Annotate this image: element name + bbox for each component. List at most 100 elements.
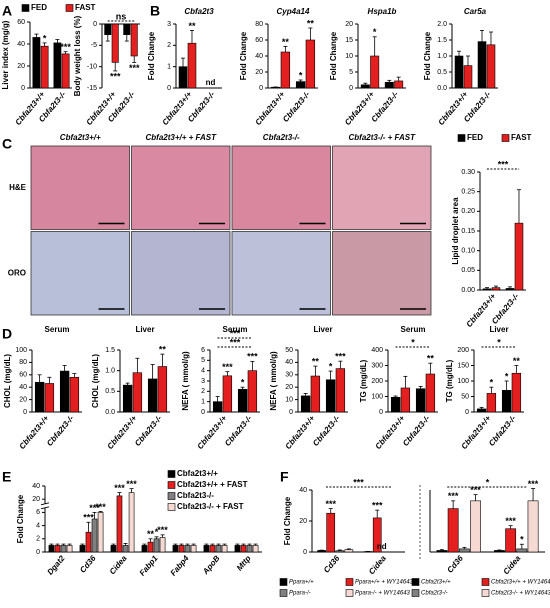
bar (97, 512, 104, 553)
bar (159, 537, 166, 553)
bar (514, 222, 524, 291)
y-tick-label: 0.5 (105, 388, 115, 395)
y-axis-label: CHOL (mg/dL) (3, 354, 12, 408)
y-tick-label: 20 (19, 396, 27, 403)
bar (482, 288, 492, 291)
bar (344, 549, 354, 553)
y-tick-label: 60 (17, 19, 25, 26)
legend-label: Cbfa2t3-/- + FAST (177, 502, 244, 511)
value-label: *** (335, 352, 346, 362)
bar (476, 408, 487, 413)
micrograph (332, 231, 432, 316)
bar (505, 528, 517, 553)
row-label: ORO (8, 268, 26, 277)
y-tick-label: 0.00 (461, 287, 475, 294)
bar (415, 388, 426, 413)
bar (141, 545, 148, 553)
y-tick-label: 2 (36, 536, 40, 543)
panel-label: A (2, 3, 12, 19)
x-tick-label: Cbfa2t3+/+ (195, 414, 228, 451)
y-tick-label: 1.5 (105, 347, 115, 354)
axis-break (41, 503, 49, 508)
x-tick-label: Cbfa2t3+/+ (17, 414, 50, 451)
bar (44, 383, 55, 413)
value-label: *** (114, 483, 125, 493)
bar (123, 23, 131, 35)
y-axis-label: CHOL (mg/dL) (91, 354, 100, 408)
bar (157, 366, 168, 413)
value-label: *** (129, 63, 140, 73)
x-tick-label: Cbfa2t3+/+ (283, 414, 316, 451)
comparison-label: ns (116, 11, 127, 21)
bar (54, 545, 61, 553)
y-tick-label: 0 (167, 85, 171, 92)
bar (252, 545, 259, 553)
bar (59, 370, 70, 413)
legend-label: FED (31, 3, 47, 12)
y-tick-label: 0.15 (461, 228, 475, 235)
bar (221, 545, 228, 553)
y-tick-label: 20 (285, 384, 293, 391)
y-tick-label: 1 (167, 64, 171, 71)
micrograph (131, 231, 231, 316)
y-tick-label: 5 (349, 69, 353, 76)
y-tick-label: 40 (299, 487, 307, 494)
bar (335, 550, 345, 553)
y-tick-label: 1.0 (437, 53, 447, 60)
chart-title: Liver (489, 325, 508, 334)
bar (104, 23, 112, 35)
chart-title: Hspa1b (368, 7, 397, 16)
bar (280, 51, 291, 89)
y-tick-label: 40 (19, 384, 27, 391)
micrograph (131, 145, 231, 230)
bar (187, 42, 197, 89)
y-tick-label: 0.0 (437, 85, 447, 92)
bar (527, 500, 539, 553)
x-tick-label: Cbfa2t3+/+ (343, 90, 376, 127)
micrograph (231, 231, 331, 316)
x-tick-label: Cbfa2t3-/- (487, 414, 518, 448)
legend-swatch (167, 481, 176, 489)
bar (132, 372, 143, 413)
bar (130, 23, 138, 57)
y-tick-label: 15 (345, 37, 353, 44)
y-tick-label: 3 (201, 378, 205, 385)
bar (360, 84, 370, 89)
column-label: Cbfa2t3+/+ + FAST (146, 133, 218, 142)
value-label: ** (188, 21, 196, 31)
y-tick-label: 6 (201, 347, 205, 354)
value-label: *** (126, 479, 137, 489)
bar (215, 545, 222, 553)
panel-label: F (280, 469, 289, 485)
x-tick-label: ApoB (200, 554, 221, 577)
value-label: *** (222, 362, 233, 372)
x-tick-label: Cd36 (445, 553, 465, 574)
y-tick-label: 0.05 (461, 267, 475, 274)
panel-label: E (2, 469, 11, 485)
y-tick-label: 4 (36, 522, 40, 529)
bar (310, 375, 321, 413)
bar (240, 545, 247, 553)
comparison-label: * (411, 337, 415, 347)
legend-label: Cbfa2t3+/+ + FAST (177, 480, 248, 489)
bar (470, 500, 481, 553)
y-tick-label: 40 (255, 53, 263, 60)
x-tick-label: Cidea (501, 553, 522, 576)
bar (400, 387, 411, 413)
chart-title: Serum (223, 325, 248, 334)
y-tick-label: 400 (371, 347, 383, 354)
value-label: * (329, 361, 333, 371)
y-tick-label: 40 (285, 359, 293, 366)
legend-label: Cbfa2t3-/- + WY14643 (491, 591, 550, 597)
comparison-label: *** (230, 328, 241, 338)
x-tick-label: Cidea (108, 553, 129, 576)
axis-break-mark (40, 506, 50, 510)
value-label: * (43, 33, 47, 43)
legend-swatch (21, 4, 30, 12)
bar (247, 370, 258, 413)
legend-label: FAST (75, 3, 96, 12)
legend-label: Ppara+/+ (289, 580, 314, 586)
y-axis-label: TG (mg/dL) (445, 359, 454, 402)
bar (486, 44, 496, 89)
